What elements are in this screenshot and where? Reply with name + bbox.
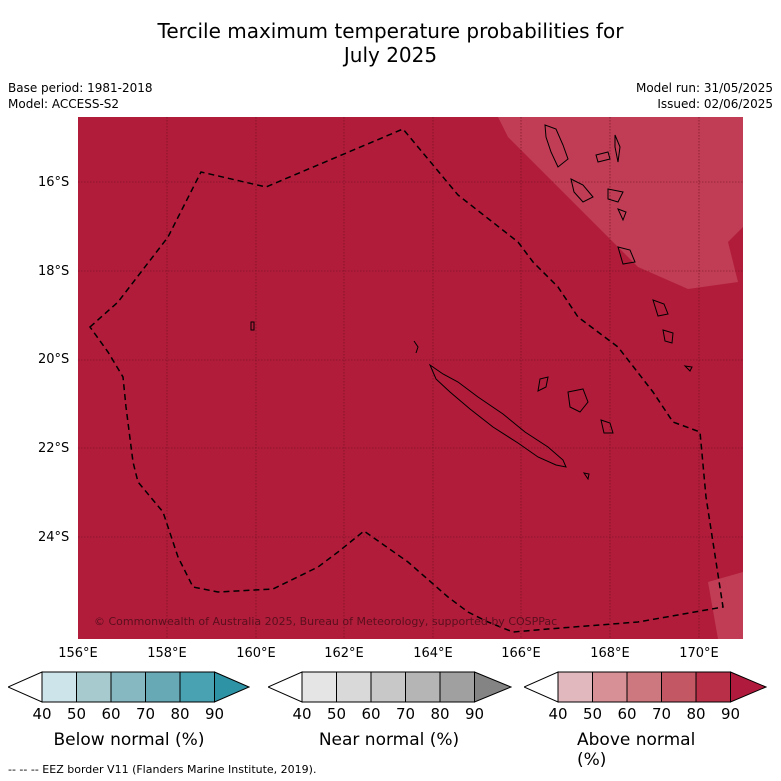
- lighter-probability-zone: [498, 117, 743, 289]
- colorbar-arrow-right: [214, 671, 250, 703]
- colorbar-tick: 50: [326, 705, 347, 723]
- lon-label: 162°E: [324, 646, 364, 661]
- colorbar-segment: [145, 671, 181, 703]
- colorbar-segment: [592, 671, 628, 703]
- lon-label: 164°E: [413, 646, 453, 661]
- colorbar-tick: 80: [430, 705, 450, 723]
- colorbar-segment: [557, 671, 593, 703]
- colorbar-tick: 90: [720, 705, 741, 723]
- colorbar-segment: [179, 671, 215, 703]
- vanuatu-island: [617, 208, 627, 222]
- vanuatu-island: [652, 299, 669, 317]
- colorbar-tick: 60: [101, 705, 121, 723]
- colorbar-below-normal: [8, 671, 250, 703]
- colorbar-tick: 50: [66, 705, 87, 723]
- colorbar-segment: [41, 671, 77, 703]
- vanuatu-island: [662, 329, 674, 344]
- lon-label: 156°E: [58, 646, 98, 661]
- colorbar-arrow-left: [268, 671, 303, 703]
- lighter-probability-zone-south: [708, 572, 743, 639]
- vanuatu-island: [595, 151, 611, 163]
- loyalty-island: [567, 388, 589, 413]
- copyright-note: © Commonwealth of Australia 2025, Bureau…: [94, 615, 557, 628]
- vanuatu-island: [570, 178, 594, 203]
- colorbar-arrow-right: [474, 671, 512, 703]
- colorbar-segment: [301, 671, 337, 703]
- colorbar-tick: 70: [395, 705, 416, 723]
- meta-left: Base period: 1981-2018 Model: ACCESS-S2: [8, 80, 153, 112]
- lon-label: 158°E: [147, 646, 187, 661]
- base-period: Base period: 1981-2018: [8, 81, 153, 95]
- colorbar-tick: 80: [170, 705, 190, 723]
- colorbar-segment: [661, 671, 697, 703]
- colorbar-tick: 60: [361, 705, 381, 723]
- colorbar-above-normal: [524, 671, 767, 703]
- map-title: Tercile maximum temperature probabilitie…: [0, 19, 781, 67]
- colorbar-tick: 80: [686, 705, 706, 723]
- colorbar-label-above: Above normal (%): [577, 730, 696, 770]
- graticule: [78, 117, 743, 639]
- issued-date: Issued: 02/06/2025: [657, 97, 773, 111]
- model-run: Model run: 31/05/2025: [635, 81, 773, 95]
- probability-map: © Commonwealth of Australia 2025, Bureau…: [78, 117, 743, 639]
- lon-label: 160°E: [236, 646, 276, 661]
- eez-border: [88, 128, 724, 633]
- vanuatu-island: [617, 246, 636, 265]
- meta-right: Model run: 31/05/2025 Issued: 02/06/2025: [636, 80, 773, 112]
- colorbar-segment: [626, 671, 662, 703]
- title-line-1: Tercile maximum temperature probabilitie…: [157, 19, 624, 43]
- island-outline: [683, 365, 693, 372]
- eez-legend-note: -- -- -- EEZ border V11 (Flanders Marine…: [8, 763, 317, 776]
- colorbar-arrow-left: [8, 671, 43, 703]
- colorbar-tick: 60: [617, 705, 637, 723]
- colorbar-near-normal: [268, 671, 512, 703]
- model-name: Model: ACCESS-S2: [8, 97, 120, 111]
- colorbar-segment: [336, 671, 372, 703]
- colorbar-arrow-left: [524, 671, 559, 703]
- lon-label: 170°E: [679, 646, 719, 661]
- colorbar-segment: [405, 671, 441, 703]
- island-outline: [250, 321, 255, 331]
- vanuatu-island: [544, 124, 569, 168]
- colorbar-segment: [695, 671, 731, 703]
- title-line-2: July 2025: [343, 43, 438, 67]
- colorbar-segment: [439, 671, 475, 703]
- colorbar-arrow-right: [730, 671, 767, 703]
- lat-label: 24°S: [38, 530, 70, 545]
- lat-label: 18°S: [38, 264, 70, 279]
- colorbar-segment: [370, 671, 406, 703]
- new-caledonia-island: [428, 363, 567, 468]
- colorbar-tick: 40: [292, 705, 312, 723]
- colorbar-tick: 40: [32, 705, 52, 723]
- colorbar-tick: 90: [464, 705, 485, 723]
- loyalty-island: [600, 419, 614, 434]
- lat-label: 16°S: [38, 175, 70, 190]
- vanuatu-island: [614, 134, 621, 163]
- lon-label: 166°E: [501, 646, 541, 661]
- lon-label: 168°E: [590, 646, 630, 661]
- colorbar-tick: 50: [582, 705, 603, 723]
- colorbar-segment: [110, 671, 146, 703]
- colorbar-label-near: Near normal (%): [318, 730, 460, 750]
- lat-label: 20°S: [38, 352, 70, 367]
- colorbar-tick: 90: [204, 705, 225, 723]
- colorbar-label-below: Below normal (%): [53, 730, 205, 750]
- colorbar-segment: [76, 671, 112, 703]
- colorbar-tick: 40: [548, 705, 568, 723]
- island-outline: [582, 472, 590, 481]
- loyalty-island: [537, 376, 549, 392]
- vanuatu-island: [607, 188, 624, 203]
- colorbar-tick: 70: [651, 705, 672, 723]
- island-outline: [413, 340, 419, 354]
- colorbar-tick: 70: [135, 705, 156, 723]
- lat-label: 22°S: [38, 441, 70, 456]
